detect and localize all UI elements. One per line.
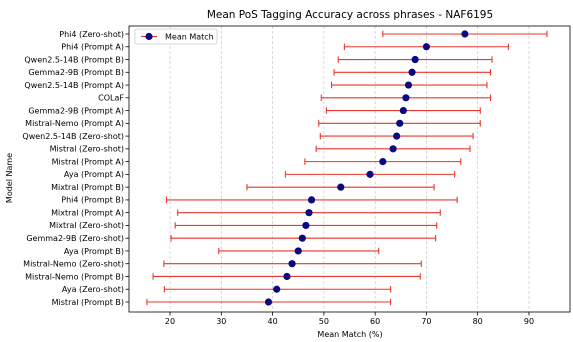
y-tick-label: Gemma2-9B (Prompt B) <box>28 68 124 77</box>
mean-point <box>402 94 410 102</box>
y-tick-label: Qwen2.5-14B (Prompt B) <box>24 55 124 64</box>
x-tick-label: 50 <box>319 317 329 326</box>
x-tick-label: 60 <box>370 317 380 326</box>
x-tick-label: 20 <box>165 317 175 326</box>
plot-frame <box>128 25 571 313</box>
x-tick-label: 40 <box>267 317 277 326</box>
mean-point <box>273 285 281 293</box>
mean-point <box>305 209 313 217</box>
y-tick-label: Mixtral (Zero-shot) <box>49 221 124 230</box>
y-tick-label: Phi4 (Prompt B) <box>61 196 124 205</box>
x-tick-label: 90 <box>524 317 534 326</box>
y-tick-label: Mistral (Zero-shot) <box>50 145 124 154</box>
mean-point <box>396 119 404 127</box>
chart-title: Mean PoS Tagging Accuracy across phrases… <box>207 9 493 21</box>
legend-marker-swatch <box>145 32 153 41</box>
y-tick-label: Mistral-Nemo (Prompt B) <box>25 272 124 281</box>
mean-point <box>283 272 291 281</box>
mean-point <box>302 221 310 230</box>
mean-point <box>422 43 431 51</box>
y-axis-ticks: Phi4 (Zero-shot) Phi4 (Prompt A) Qwen2.5-1… <box>22 30 129 307</box>
y-tick-label: Aya (Prompt A) <box>64 170 124 179</box>
x-axis-label: Mean Match (%) <box>317 330 382 339</box>
mean-point <box>411 55 419 64</box>
x-axis-ticks: 20 30 40 50 60 70 80 90 <box>165 312 534 326</box>
grid-layer <box>169 26 530 312</box>
y-tick-label: Aya (Prompt B) <box>64 247 124 256</box>
y-tick-label: Gemma2-9B (Prompt A) <box>28 106 124 115</box>
x-tick-label: 80 <box>473 317 483 326</box>
y-tick-label: Mistral-Nemo (Zero-shot) <box>23 260 124 269</box>
y-tick-label: Qwen2.5-14B (Zero-shot) <box>22 132 124 141</box>
y-axis-label: Model Name <box>5 153 14 203</box>
y-tick-label: Mixtral (Prompt A) <box>51 208 124 217</box>
mean-points-layer <box>264 30 469 306</box>
mean-point <box>379 158 387 166</box>
mean-point <box>298 234 306 242</box>
mean-point <box>264 298 273 306</box>
mean-point <box>461 30 469 38</box>
y-tick-label: Mistral (Prompt B) <box>52 298 124 307</box>
mean-point <box>408 68 416 76</box>
mean-point <box>307 196 316 204</box>
y-tick-label: Phi4 (Zero-shot) <box>59 30 124 39</box>
y-tick-label: Phi4 (Prompt A) <box>61 43 124 52</box>
y-tick-label: Mistral-Nemo (Prompt A) <box>25 119 124 128</box>
legend: Mean Match <box>134 28 218 45</box>
mean-point <box>404 81 413 89</box>
mean-point <box>288 260 296 268</box>
y-tick-label: COLaF <box>98 94 124 103</box>
legend-box <box>134 28 218 45</box>
y-tick-label: Mixtral (Prompt B) <box>51 183 124 192</box>
y-tick-label: Mistral (Prompt A) <box>52 157 124 166</box>
x-tick-label: 30 <box>216 317 226 326</box>
mean-point <box>366 170 374 178</box>
error-bars-layer <box>146 30 548 306</box>
y-tick-label: Gemma2-9B (Zero-shot) <box>26 234 124 243</box>
mean-point <box>337 183 345 191</box>
mean-point <box>389 145 397 153</box>
mean-point <box>399 106 407 115</box>
mean-point <box>294 247 302 255</box>
y-tick-label: Qwen2.5-14B (Prompt A) <box>24 81 124 90</box>
x-tick-label: 70 <box>421 317 431 326</box>
y-tick-label: Aya (Zero-shot) <box>62 285 124 294</box>
mean-point <box>393 132 401 140</box>
legend-label: Mean Match <box>165 33 214 42</box>
